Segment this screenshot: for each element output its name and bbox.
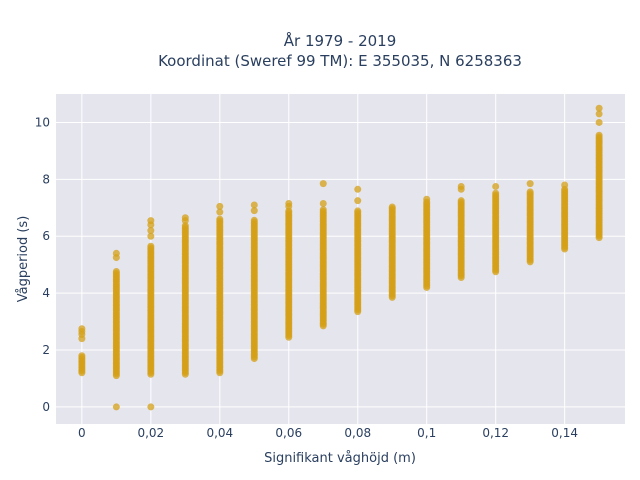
data-point (216, 215, 224, 223)
data-point-outlier (595, 118, 603, 126)
data-point-outlier (147, 217, 155, 225)
data-point (78, 352, 86, 360)
data-point-outlier (595, 104, 603, 112)
data-point-outlier (492, 182, 500, 190)
y-tick-label: 10 (35, 115, 50, 129)
data-point-outlier (147, 232, 155, 240)
data-point-outlier (457, 182, 465, 190)
data-point (354, 207, 362, 215)
data-point-outlier (354, 185, 362, 193)
x-tick-label: 0 (78, 426, 86, 440)
x-tick-label: 0,14 (551, 426, 578, 440)
y-tick-label: 2 (42, 343, 50, 357)
data-point-outlier (319, 200, 327, 208)
data-point-outlier (216, 202, 224, 210)
data-point (147, 242, 155, 250)
data-point-outlier (561, 181, 569, 189)
data-point-outlier (112, 249, 120, 257)
data-point (112, 268, 120, 276)
x-tick-label: 0,08 (344, 426, 371, 440)
x-tick-label: 0,04 (206, 426, 233, 440)
data-point (388, 203, 396, 211)
data-point-outlier (147, 227, 155, 235)
x-tick-label: 0,1 (417, 426, 436, 440)
y-tick-label: 0 (42, 400, 50, 414)
data-points (78, 104, 603, 411)
data-point (492, 189, 500, 197)
x-axis-ticks: 0 0,02 0,04 0,06 0,08 0,1 0,12 0,14 (78, 426, 578, 440)
chart-title-line-1: År 1979 - 2019 (284, 31, 397, 50)
data-point-outlier (526, 180, 534, 188)
data-point (181, 222, 189, 230)
data-point (457, 197, 465, 205)
data-point (595, 131, 603, 139)
y-tick-label: 4 (42, 286, 50, 300)
x-tick-label: 0,02 (137, 426, 164, 440)
data-point-outlier (354, 197, 362, 205)
data-point-outlier (595, 110, 603, 118)
data-point-outlier (78, 325, 86, 333)
y-tick-label: 8 (42, 172, 50, 186)
y-axis-title: Vågperiod (s) (16, 216, 31, 303)
plot-area (56, 94, 625, 424)
data-point-outlier (319, 180, 327, 188)
x-tick-label: 0,06 (275, 426, 302, 440)
data-point-outlier (181, 214, 189, 222)
data-point (250, 216, 258, 224)
x-tick-label: 0,12 (482, 426, 509, 440)
y-tick-label: 6 (42, 229, 50, 243)
data-point-outlier (216, 208, 224, 216)
data-point-outlier (423, 195, 431, 203)
x-axis-title: Signifikant våghöjd (m) (264, 451, 416, 466)
data-point (319, 206, 327, 214)
data-point-outlier (147, 403, 155, 411)
data-point-outlier (112, 403, 120, 411)
data-point-outlier (250, 207, 258, 215)
chart-title-line-2: Koordinat (Sweref 99 TM): E 355035, N 62… (158, 52, 522, 70)
data-point (526, 188, 534, 196)
data-point-outlier (285, 200, 293, 208)
y-axis-ticks: 0 2 4 6 8 10 (35, 115, 50, 413)
data-point-outlier (250, 201, 258, 209)
